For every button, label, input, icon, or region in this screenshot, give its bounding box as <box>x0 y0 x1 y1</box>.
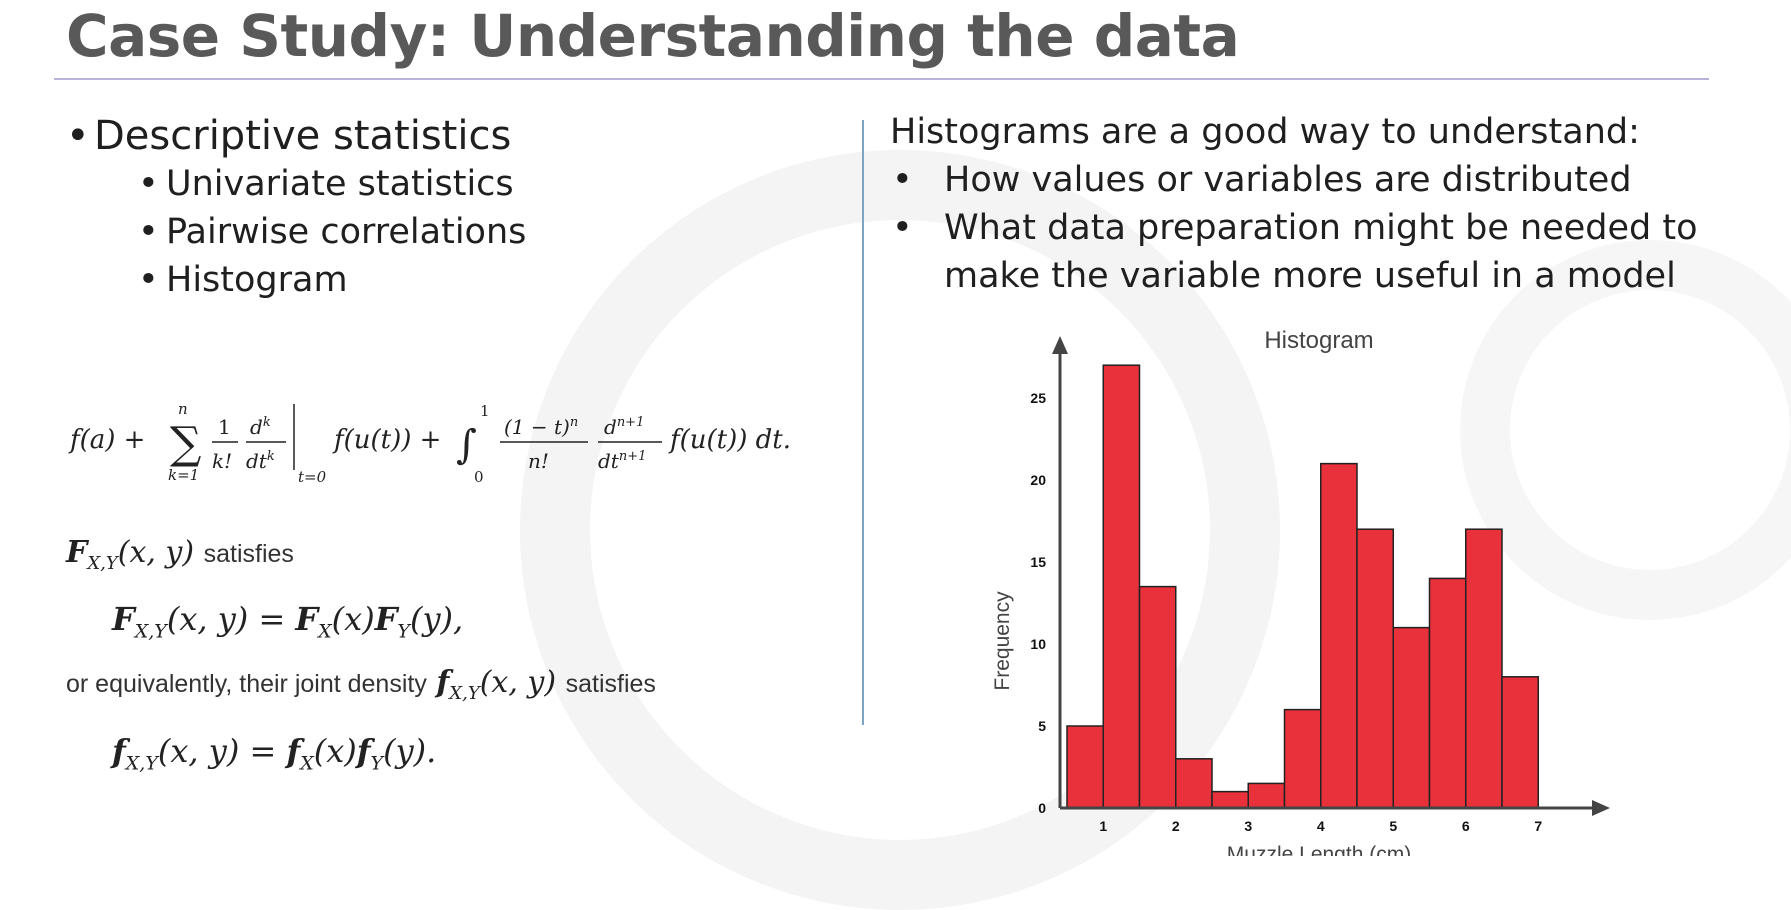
bullet-label: Descriptive statistics <box>94 113 512 159</box>
svg-text:dk: dk <box>250 415 271 439</box>
satisfies-text: satisfies <box>203 540 294 568</box>
histogram-bar <box>1102 364 1141 809</box>
x-tick-label: 3 <box>1244 818 1252 834</box>
y-tick-label: 20 <box>1030 472 1046 488</box>
y-tick-label: 10 <box>1030 636 1046 652</box>
x-tick-label: 1 <box>1099 818 1107 834</box>
y-tick-label: 15 <box>1030 554 1046 570</box>
sub-bullet-label: Pairwise correlations <box>166 212 527 252</box>
svg-text:f(u(t)) dt.: f(u(t)) dt. <box>668 425 791 455</box>
histogram-bar <box>1283 708 1322 809</box>
svg-text:1: 1 <box>218 415 231 439</box>
x-axis-label: Muzzle Length (cm) <box>1227 843 1411 856</box>
svg-text:t=0: t=0 <box>298 468 327 486</box>
svg-text:dn+1: dn+1 <box>604 415 644 439</box>
histogram-bar <box>1211 790 1249 809</box>
histogram-bar <box>1428 577 1467 809</box>
histogram-bar <box>1392 626 1431 809</box>
joint-cdf-factorization: FX,Y(x, y) = FX(x)FY(y), <box>112 600 464 643</box>
svg-text:k!: k! <box>212 449 232 473</box>
chart-axes <box>1052 336 1610 816</box>
x-tick-label: 6 <box>1462 818 1470 834</box>
sub-bullet-histogram: • Histogram <box>138 260 348 300</box>
right-bullet-label: What data preparation might be needed to… <box>944 208 1698 296</box>
x-axis-arrow <box>1592 800 1610 816</box>
svg-text:n!: n! <box>528 449 549 473</box>
chart-title: Histogram <box>1264 327 1373 354</box>
slide-title: Case Study: Understanding the data <box>66 2 1240 70</box>
joint-density-statement: or equivalently, their joint density fX,… <box>66 665 656 704</box>
equivalently-text: or equivalently, their joint density <box>66 670 427 698</box>
svg-text:(1 − t)n: (1 − t)n <box>504 415 578 439</box>
histogram-lead-text: Histograms are a good way to understand: <box>890 112 1640 152</box>
chart-ticks: 1 2 3 4 5 6 7 0 5 10 15 20 25 <box>1030 390 1542 834</box>
svg-text:dtn+1: dtn+1 <box>598 449 646 473</box>
satisfies-text-2: satisfies <box>565 670 656 698</box>
y-axis-label: Frequency <box>991 591 1014 691</box>
right-text-block: Histograms are a good way to understand:… <box>890 108 1764 300</box>
svg-text:f(u(t)) +: f(u(t)) + <box>332 425 441 455</box>
svg-text:∫: ∫ <box>456 422 477 468</box>
taylor-formula: f(a) + ∑ n k=1 1 k! dk dtk t=0 f(u(t)) +… <box>68 400 791 486</box>
y-tick-label: 5 <box>1038 718 1046 734</box>
right-bullet-preparation: • What data preparation might be needed t… <box>892 208 1698 296</box>
histogram-bar <box>1465 528 1503 809</box>
right-bullet-distribution: • How values or variables are distributed <box>892 160 1632 200</box>
histogram-bar <box>1320 462 1358 809</box>
x-tick-label: 7 <box>1534 818 1542 834</box>
sub-bullet-label: Histogram <box>166 260 348 300</box>
svg-text:1: 1 <box>480 402 490 420</box>
left-bullet-list: • Descriptive statistics • Univariate stat… <box>66 112 526 304</box>
x-tick-label: 5 <box>1389 818 1397 834</box>
svg-text:∑: ∑ <box>170 418 201 469</box>
histogram-bar <box>1175 758 1213 809</box>
svg-text:0: 0 <box>474 468 484 486</box>
svg-text:f(a) +: f(a) + <box>68 425 145 455</box>
column-divider <box>862 120 864 725</box>
bullet-descriptive-statistics: • Descriptive statistics <box>66 113 512 159</box>
y-tick-label: 0 <box>1038 800 1046 816</box>
histogram-chart: Histogram 1 2 3 4 5 6 7 0 5 10 15 20 25 Muzzle Lengt… <box>991 327 1610 856</box>
x-tick-label: 4 <box>1317 818 1325 834</box>
sub-bullet-label: Univariate statistics <box>166 164 514 204</box>
histogram-bar <box>1066 725 1104 809</box>
joint-density-factorization: fX,Y(x, y) = fX(x)fY(y). <box>112 732 437 775</box>
svg-text:dtk: dtk <box>246 449 275 473</box>
sub-bullet-univariate: • Univariate statistics <box>138 164 514 204</box>
y-axis-arrow <box>1052 336 1068 354</box>
joint-cdf-statement: FX,Y(x, y) satisfies <box>66 535 294 574</box>
x-tick-label: 2 <box>1172 818 1180 834</box>
histogram-bar <box>1356 528 1394 809</box>
svg-text:k=1: k=1 <box>168 466 199 484</box>
histogram-bar <box>1247 782 1286 809</box>
right-bullet-label: How values or variables are distributed <box>944 160 1632 200</box>
histogram-bar <box>1138 585 1177 809</box>
y-tick-label: 25 <box>1030 390 1046 406</box>
svg-text:n: n <box>178 400 188 418</box>
title-divider <box>54 78 1709 80</box>
sub-bullet-pairwise: • Pairwise correlations <box>138 212 527 252</box>
histogram-bar <box>1501 676 1539 809</box>
histogram-bars <box>1066 364 1539 809</box>
